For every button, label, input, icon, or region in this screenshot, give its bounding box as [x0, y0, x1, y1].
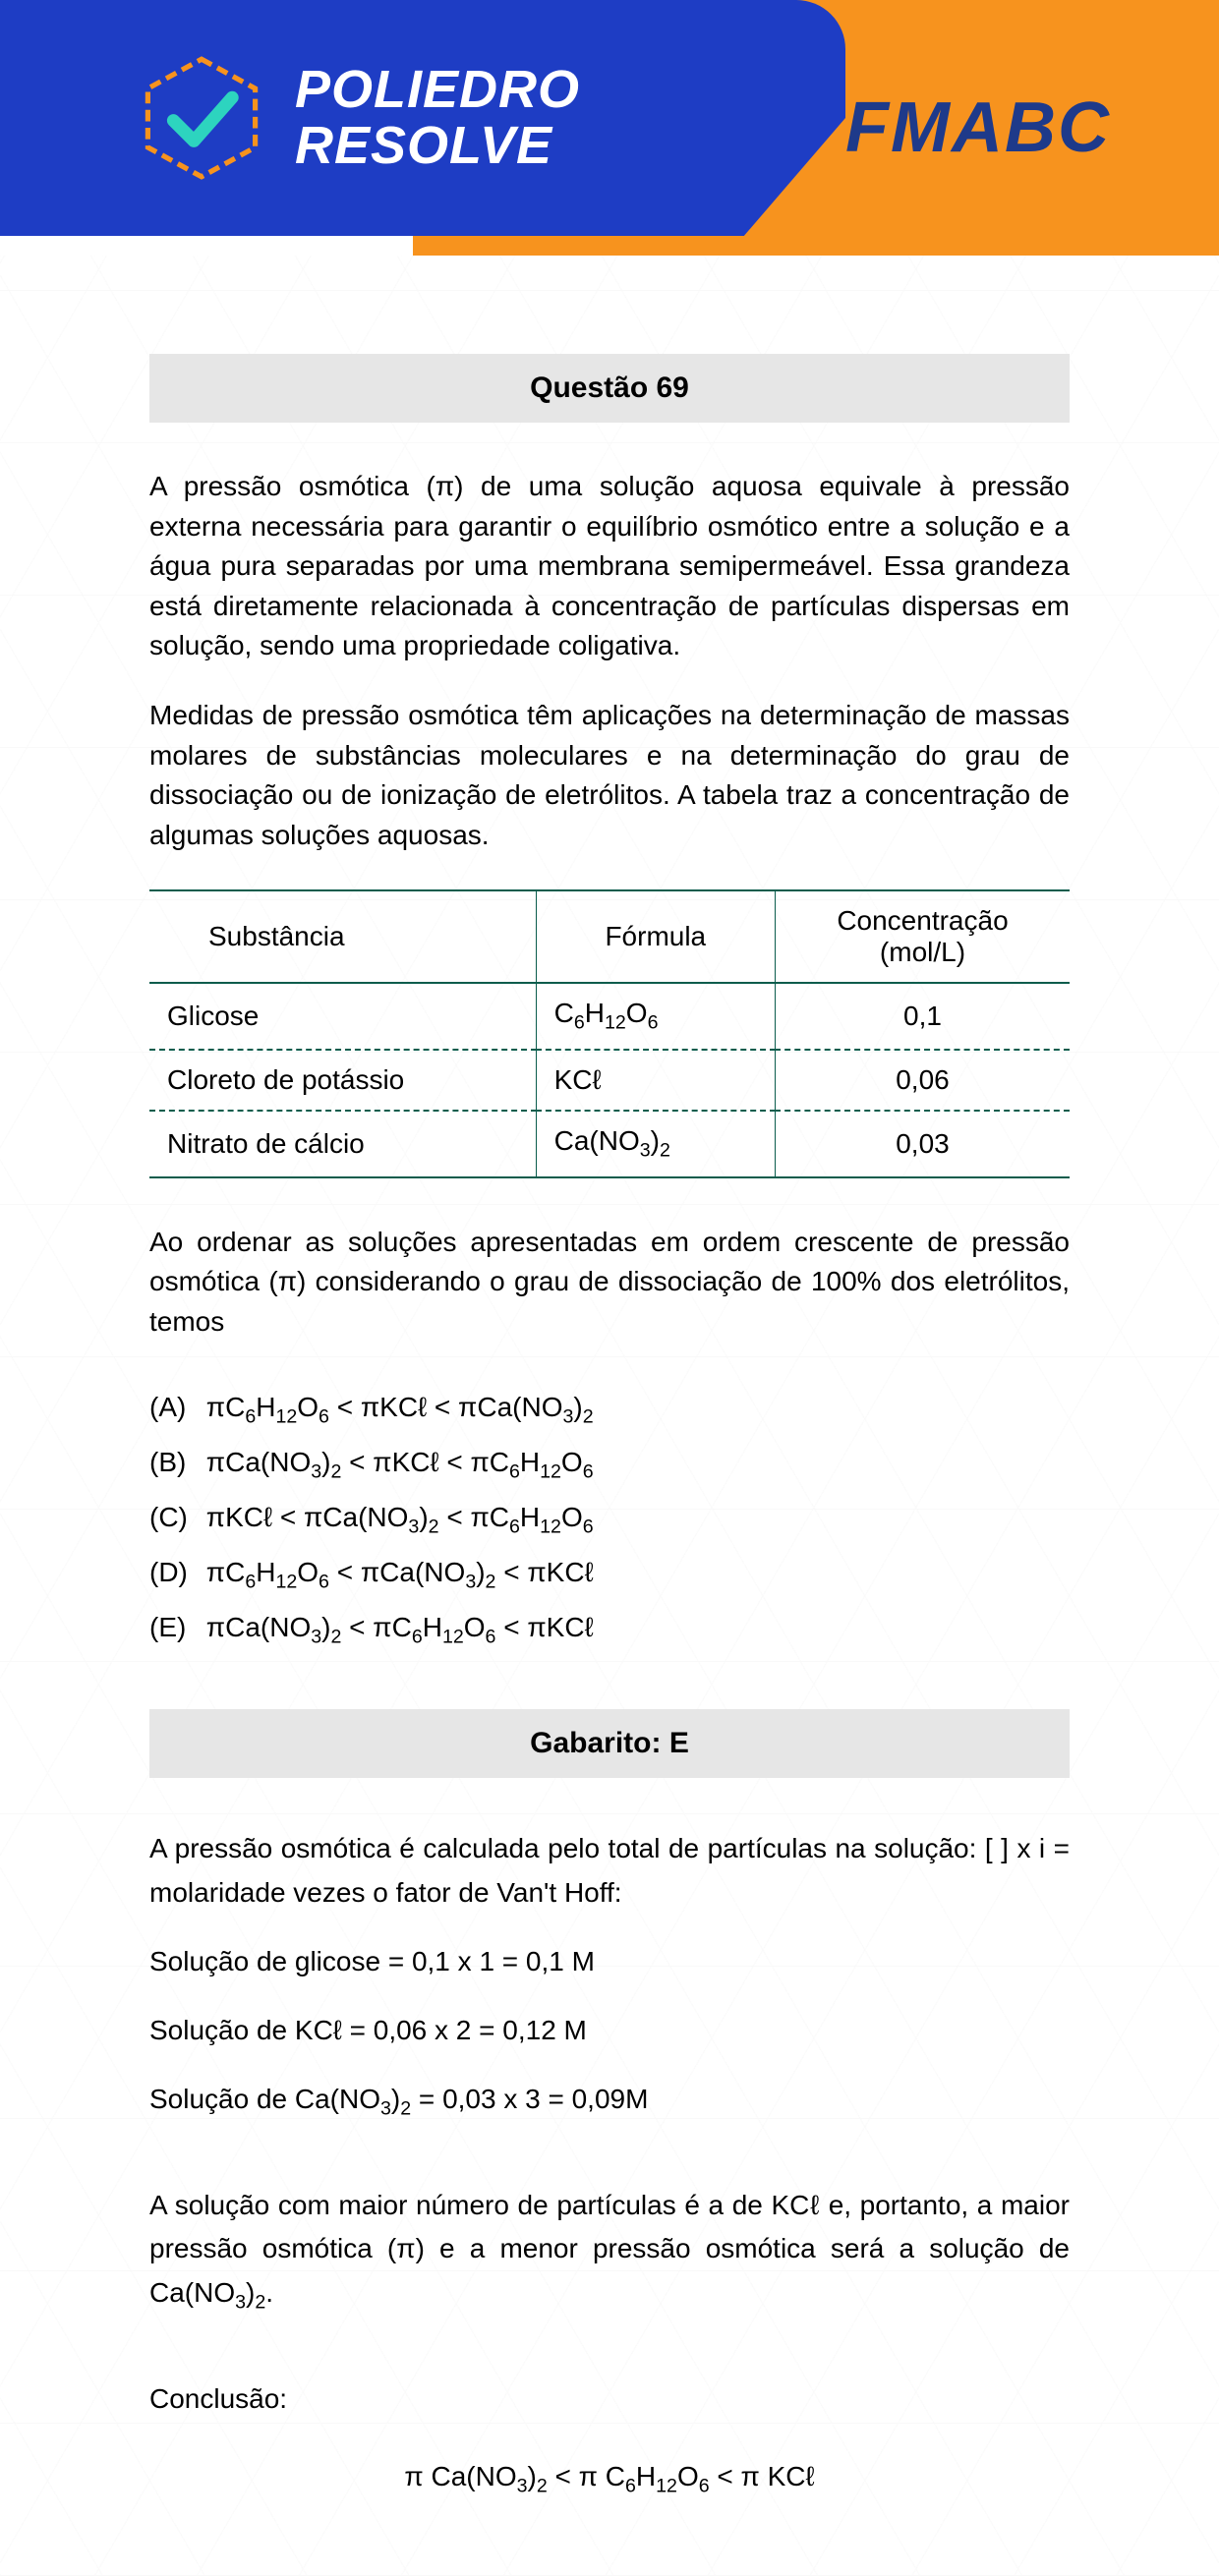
cell-concentration: 0,1 — [775, 983, 1070, 1050]
cell-formula: C6H12O6 — [536, 983, 775, 1050]
option-text: πC6H12O6 < πKCℓ < πCa(NO3)2 — [206, 1392, 594, 1422]
conclusion-label: Conclusão: — [149, 2377, 1070, 2422]
solution-line-1: Solução de glicose = 0,1 x 1 = 0,1 M — [149, 1940, 1070, 1984]
brand-text: POLIEDRO RESOLVE — [295, 62, 580, 173]
brand-block: POLIEDRO RESOLVE — [0, 0, 845, 236]
cell-concentration: 0,03 — [775, 1111, 1070, 1177]
option-e: (E) πCa(NO3)2 < πC6H12O6 < πKCℓ — [149, 1601, 1070, 1656]
option-d: (D) πC6H12O6 < πCa(NO3)2 < πKCℓ — [149, 1546, 1070, 1601]
question-paragraph-2: Medidas de pressão osmótica têm aplicaçõ… — [149, 696, 1070, 855]
page-header: FMABC POLIEDRO RESOLVE — [0, 0, 1219, 256]
cell-formula: KCℓ — [536, 1050, 775, 1111]
cell-substance: Cloreto de potássio — [149, 1050, 536, 1111]
options-list: (A) πC6H12O6 < πKCℓ < πCa(NO3)2 (B) πCa(… — [149, 1381, 1070, 1655]
option-b: (B) πCa(NO3)2 < πKCℓ < πC6H12O6 — [149, 1436, 1070, 1491]
table-header-substance: Substância — [149, 890, 536, 983]
option-text: πCa(NO3)2 < πC6H12O6 < πKCℓ — [206, 1612, 594, 1642]
option-label: (A) — [149, 1381, 199, 1433]
substances-table: Substância Fórmula Concentração (mol/L) … — [149, 889, 1070, 1177]
cell-formula: Ca(NO3)2 — [536, 1111, 775, 1177]
table-header-formula: Fórmula — [536, 890, 775, 983]
table-header-concentration: Concentração (mol/L) — [775, 890, 1070, 983]
cell-substance: Nitrato de cálcio — [149, 1111, 536, 1177]
table-row: Cloreto de potássio KCℓ 0,06 — [149, 1050, 1070, 1111]
option-text: πKCℓ < πCa(NO3)2 < πC6H12O6 — [206, 1502, 594, 1532]
brand-logo-icon — [138, 54, 265, 182]
brand-line1: POLIEDRO — [295, 62, 580, 118]
answer-header: Gabarito: E — [149, 1709, 1070, 1778]
option-label: (D) — [149, 1546, 199, 1598]
cell-substance: Glicose — [149, 983, 536, 1050]
exam-tag: FMABC — [845, 87, 1111, 168]
question-content: Questão 69 A pressão osmótica (π) de uma… — [149, 354, 1070, 2576]
option-c: (C) πKCℓ < πCa(NO3)2 < πC6H12O6 — [149, 1491, 1070, 1546]
solution-intro: A pressão osmótica é calculada pelo tota… — [149, 1827, 1070, 1916]
option-label: (B) — [149, 1436, 199, 1488]
option-text: πCa(NO3)2 < πKCℓ < πC6H12O6 — [206, 1447, 594, 1477]
option-label: (E) — [149, 1601, 199, 1653]
option-label: (C) — [149, 1491, 199, 1543]
option-a: (A) πC6H12O6 < πKCℓ < πCa(NO3)2 — [149, 1381, 1070, 1436]
option-text: πC6H12O6 < πCa(NO3)2 < πKCℓ — [206, 1557, 594, 1587]
cell-concentration: 0,06 — [775, 1050, 1070, 1111]
question-paragraph-1: A pressão osmótica (π) de uma solução aq… — [149, 467, 1070, 666]
question-stem-after-table: Ao ordenar as soluções apresentadas em o… — [149, 1223, 1070, 1343]
table-row: Nitrato de cálcio Ca(NO3)2 0,03 — [149, 1111, 1070, 1177]
conclusion-equation: π Ca(NO3)2 < π C6H12O6 < π KCℓ — [149, 2461, 1070, 2498]
solution-line-3: Solução de Ca(NO3)2 = 0,03 x 3 = 0,09M — [149, 2078, 1070, 2125]
question-number-header: Questão 69 — [149, 354, 1070, 423]
table-row: Glicose C6H12O6 0,1 — [149, 983, 1070, 1050]
brand-line2: RESOLVE — [295, 118, 580, 174]
solution-conclusion-text: A solução com maior número de partículas… — [149, 2184, 1070, 2319]
solution-line-2: Solução de KCℓ = 0,06 x 2 = 0,12 M — [149, 2009, 1070, 2053]
